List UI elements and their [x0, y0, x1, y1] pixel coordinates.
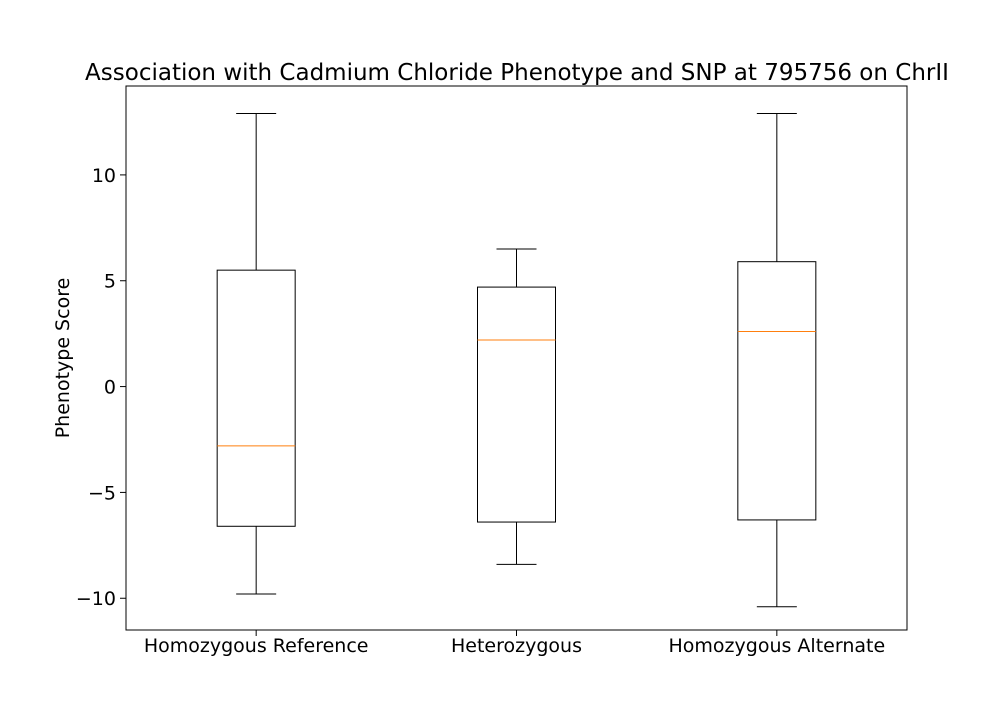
y-tick-label: 10 — [92, 165, 116, 187]
y-tick-label: −10 — [76, 588, 116, 610]
y-tick-label: 5 — [104, 271, 116, 293]
box-body — [737, 261, 817, 521]
x-tick-label: Heterozygous — [451, 635, 582, 657]
x-tick-label: Homozygous Alternate — [669, 635, 886, 657]
y-axis-label: Phenotype Score — [52, 278, 74, 439]
y-tick-label: −5 — [88, 482, 116, 504]
box-body — [477, 286, 556, 523]
x-axis: Homozygous Reference Heterozygous Homozygo… — [144, 630, 885, 657]
y-tick-label: 0 — [104, 377, 116, 399]
box-body — [216, 269, 296, 527]
box-group — [737, 113, 817, 608]
y-axis: 10 5 0 −5 −10 — [76, 165, 126, 610]
x-tick-label: Homozygous Reference — [144, 635, 369, 657]
chart-title: Association with Cadmium Chloride Phenot… — [85, 60, 949, 86]
box-group — [477, 248, 556, 565]
box-group — [216, 113, 296, 595]
boxes-layer — [216, 113, 817, 608]
